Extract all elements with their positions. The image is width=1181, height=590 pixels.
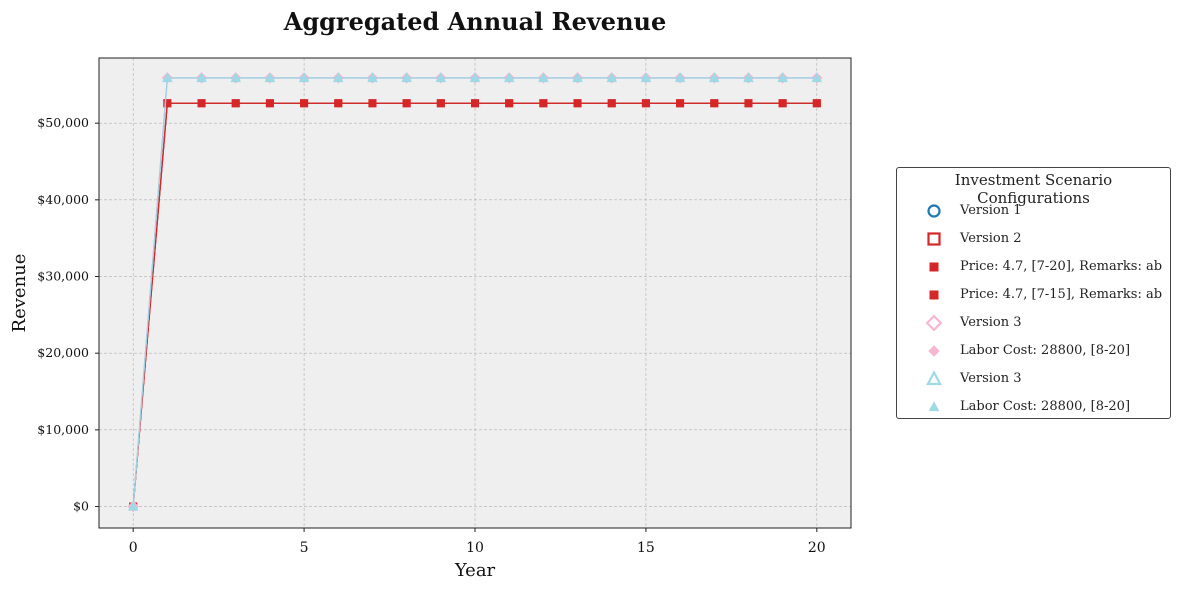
y-tick-label: $30,000 <box>37 269 89 284</box>
data-point <box>538 72 549 83</box>
x-tick-label: 0 <box>129 540 138 556</box>
x-tick-label: 10 <box>466 540 484 556</box>
x-tick-label: 20 <box>808 540 826 556</box>
data-point <box>607 99 616 108</box>
legend-title: Investment Scenario Configurations <box>954 171 1113 207</box>
legend-label: Version 1 <box>960 203 1022 218</box>
legend-marker-shape <box>928 345 940 357</box>
data-point <box>197 99 206 108</box>
legend-marker <box>927 204 941 218</box>
data-point <box>367 72 378 83</box>
data-point <box>777 72 788 83</box>
legend-entry: Labor Cost: 28800, [8-20] <box>897 339 1170 363</box>
legend-marker-shape <box>927 204 941 218</box>
legend-marker-shape <box>925 314 943 332</box>
legend-label: Price: 4.7, [7-20], Remarks: ab <box>960 259 1163 274</box>
series-2 <box>129 99 821 511</box>
legend-marker <box>929 262 939 272</box>
legend-label: Version 3 <box>960 371 1022 386</box>
x-axis-label: Year <box>454 560 496 581</box>
data-point <box>744 99 753 108</box>
legend-marker <box>929 290 939 300</box>
y-tick-label: $10,000 <box>37 422 89 437</box>
data-point <box>708 72 720 83</box>
data-point <box>469 72 481 83</box>
data-point <box>435 72 447 83</box>
legend-entry: Version 3 <box>897 367 1170 391</box>
data-point <box>298 72 310 83</box>
x-tick-label: 15 <box>637 540 655 556</box>
data-point <box>606 72 618 83</box>
data-point <box>811 72 823 83</box>
data-point <box>300 99 309 108</box>
axis-ticks: 0 5 10 15 20 $0 $10,000 $20,000 $30,000 $40,000 $5… <box>37 115 825 556</box>
data-point <box>402 99 411 108</box>
series-4 <box>127 72 823 511</box>
legend-label: Version 3 <box>960 315 1022 330</box>
data-point <box>674 72 686 83</box>
legend: Investment Scenario Configurations Versi… <box>896 167 1171 419</box>
data-point <box>573 99 582 108</box>
legend-marker <box>928 401 940 412</box>
legend-marker-shape <box>929 290 939 300</box>
data-point <box>162 72 173 83</box>
legend-entry: Version 1 <box>897 199 1170 223</box>
legend-entry: Price: 4.7, [7-20], Remarks: ab <box>897 255 1170 279</box>
data-point <box>471 99 479 108</box>
data-point <box>332 72 344 83</box>
data-point <box>539 99 548 108</box>
data-point <box>572 72 583 83</box>
legend-marker-shape <box>926 370 942 386</box>
data-point <box>640 72 652 83</box>
data-point <box>401 72 412 83</box>
series-layer <box>127 72 823 513</box>
chart-title: Aggregated Annual Revenue <box>283 7 667 36</box>
data-point <box>264 72 276 83</box>
data-point <box>505 99 514 108</box>
y-tick-label: $0 <box>73 499 89 514</box>
data-point <box>778 99 787 108</box>
legend-marker-shape <box>929 262 939 272</box>
y-axis-label: Revenue <box>9 254 30 333</box>
y-tick-label: $20,000 <box>37 345 89 360</box>
legend-entry: Labor Cost: 28800, [8-20] <box>897 395 1170 419</box>
y-tick-label: $40,000 <box>37 192 89 207</box>
data-point <box>436 99 445 108</box>
data-point <box>127 500 139 511</box>
x-tick-label: 5 <box>300 540 309 556</box>
y-tick-label: $50,000 <box>37 115 89 130</box>
data-point <box>334 99 343 108</box>
data-point <box>676 99 685 108</box>
grid-lines <box>99 58 851 528</box>
data-point <box>743 72 754 83</box>
legend-marker-shape <box>928 401 940 412</box>
legend-entry: Version 2 <box>897 227 1170 251</box>
data-point <box>230 72 242 83</box>
legend-label: Labor Cost: 28800, [8-20] <box>960 399 1131 414</box>
legend-label: Labor Cost: 28800, [8-20] <box>960 343 1131 358</box>
data-point <box>812 99 821 108</box>
data-point <box>641 99 650 108</box>
data-point <box>503 72 515 83</box>
legend-label: Version 2 <box>960 231 1022 246</box>
legend-marker <box>927 232 941 246</box>
legend-marker <box>925 314 943 332</box>
data-point <box>163 99 172 108</box>
legend-marker-shape <box>927 232 941 246</box>
legend-label: Price: 4.7, [7-15], Remarks: ab <box>960 287 1163 302</box>
data-point <box>368 99 377 108</box>
data-point <box>196 72 207 83</box>
legend-entry: Version 3 <box>897 311 1170 335</box>
data-point <box>231 99 240 108</box>
data-point <box>265 99 274 108</box>
legend-entry: Price: 4.7, [7-15], Remarks: ab <box>897 283 1170 307</box>
legend-marker <box>926 370 942 386</box>
legend-marker <box>928 345 940 357</box>
data-point <box>710 99 719 108</box>
